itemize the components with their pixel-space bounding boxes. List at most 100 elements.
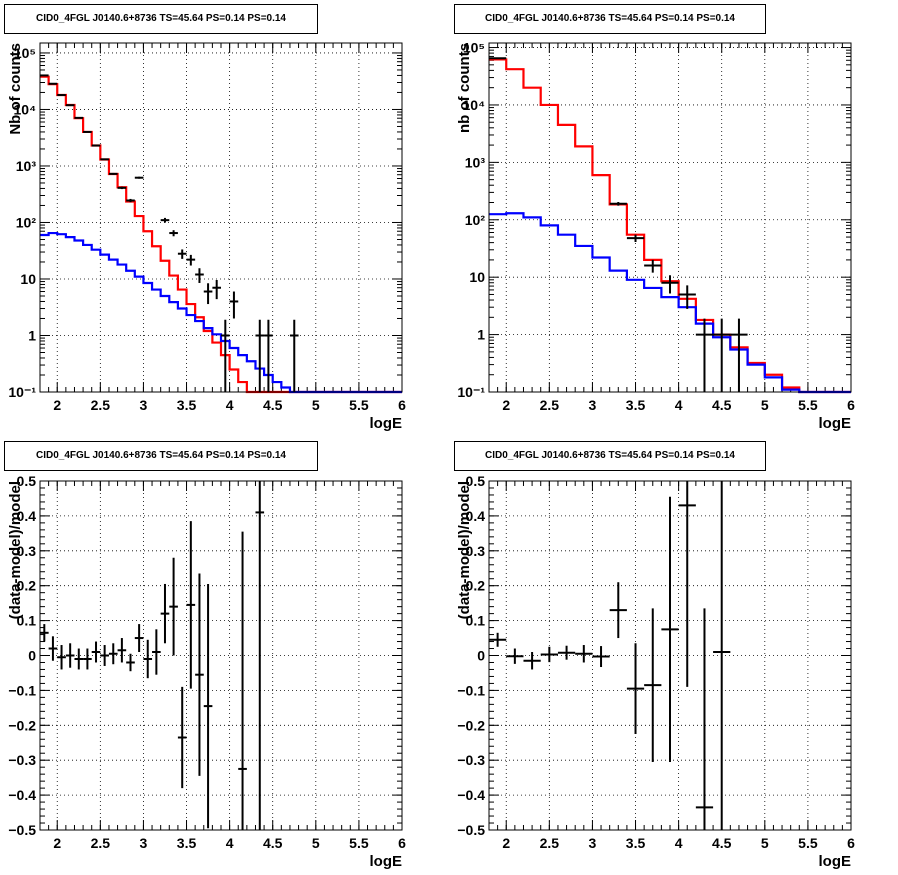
x-tick-label: 2.5 [91, 835, 111, 851]
data-point [91, 641, 101, 663]
x-tick-label: 5 [312, 835, 320, 851]
x-tick-label: 6 [398, 835, 406, 851]
data-point [100, 158, 109, 161]
data-point [134, 624, 144, 653]
data-point [74, 648, 84, 670]
data-point [626, 643, 645, 735]
x-tick-label: 5.5 [798, 835, 818, 851]
y-tick-label: −0.5 [457, 822, 485, 838]
data-point [177, 686, 187, 789]
data-point [108, 172, 118, 175]
y-tick-label: 10² [16, 214, 37, 230]
data-point [195, 268, 204, 283]
data-point [489, 632, 507, 647]
x-tick-label: 2 [53, 397, 61, 413]
y-tick-label: 10³ [16, 158, 37, 174]
x-tick-label: 6 [847, 835, 855, 851]
y-tick-label: −0.3 [457, 752, 485, 768]
x-tick-label: 2.5 [540, 835, 560, 851]
panel-title-4: CID0_4FGL J0140.6+8736 TS=45.64 PS=0.14 … [454, 441, 766, 471]
x-tick-label: 5.5 [798, 397, 818, 413]
data-point [609, 582, 627, 639]
data-point [83, 130, 92, 133]
data-point [186, 521, 196, 689]
x-tick-label: 3.5 [177, 397, 197, 413]
y-tick-label: 10² [465, 212, 486, 228]
x-tick-label: 3 [140, 397, 148, 413]
data-point [186, 254, 196, 266]
x-tick-label: 4 [675, 397, 683, 413]
y-tick-label: −0.4 [8, 787, 36, 803]
y-tick-label: 0 [28, 648, 36, 664]
data-point [126, 198, 135, 203]
y-tick-label: 0.2 [466, 578, 486, 594]
data-point [644, 259, 662, 273]
panel-title-3: CID0_4FGL J0140.6+8736 TS=45.64 PS=0.14 … [4, 441, 318, 471]
data-point [626, 234, 645, 243]
y-tick-label: 0.3 [466, 543, 486, 559]
x-tick-label: 5 [761, 835, 769, 851]
y-tick-label: 0 [477, 648, 485, 664]
y-tick-label: 0.3 [17, 543, 37, 559]
y-tick-label: −0.5 [8, 822, 36, 838]
model-histogram [40, 75, 402, 394]
data-point [695, 608, 714, 830]
y-tick-label: 10⁴ [463, 97, 486, 113]
data-point [203, 283, 213, 305]
data-point [713, 481, 731, 830]
y-tick-label: 10⁻¹ [8, 384, 36, 400]
data-point [575, 645, 593, 663]
x-tick-label: 3.5 [626, 397, 646, 413]
x-tick-label: 5.5 [349, 835, 369, 851]
data-point [678, 285, 696, 309]
y-tick-label: 1 [477, 327, 485, 343]
data-point [661, 275, 679, 294]
y-axis-label: nb of counts [456, 43, 473, 133]
y-tick-label: 10 [20, 271, 36, 287]
data-point [91, 144, 101, 147]
data-point [65, 643, 75, 668]
data-point [160, 583, 170, 644]
y-tick-label: 0.1 [466, 613, 486, 629]
data-point [523, 652, 541, 670]
plot-frame [39, 42, 403, 393]
data-point [100, 645, 109, 666]
data-point [221, 319, 230, 392]
data-point [117, 638, 127, 663]
data-point [229, 291, 239, 319]
x-tick-label: 4.5 [263, 835, 283, 851]
data-point [126, 653, 135, 672]
plot-frame [39, 480, 403, 831]
data-point [83, 648, 92, 670]
plot-frame [488, 480, 852, 831]
y-tick-label: 10 [469, 269, 485, 285]
x-tick-label: 4.5 [712, 397, 732, 413]
y-tick-label: 10⁴ [14, 101, 37, 117]
x-tick-label: 5 [312, 397, 320, 413]
data-point [540, 646, 558, 663]
data-point [506, 648, 524, 664]
grid-lines [40, 481, 402, 830]
x-tick-label: 4 [226, 397, 234, 413]
y-tick-label: −0.2 [8, 717, 36, 733]
background-histogram [489, 212, 851, 394]
x-axis-label: logE [370, 415, 403, 432]
data-point [203, 583, 213, 829]
data-point [255, 481, 265, 830]
x-tick-label: 4.5 [712, 835, 732, 851]
x-axis-label: logE [819, 415, 852, 432]
x-tick-label: 3 [589, 397, 597, 413]
data-point [713, 318, 731, 392]
model-histogram [489, 58, 851, 394]
data-point [730, 318, 748, 392]
data-point [609, 201, 627, 206]
panel-title-2: CID0_4FGL J0140.6+8736 TS=45.64 PS=0.14 … [454, 4, 766, 34]
y-tick-label: 10⁻¹ [457, 384, 485, 400]
x-tick-label: 2.5 [540, 397, 560, 413]
data-point [177, 249, 187, 259]
data-point [661, 496, 679, 762]
x-tick-label: 3 [140, 835, 148, 851]
data-point [238, 531, 247, 830]
y-tick-label: 10³ [465, 154, 486, 170]
